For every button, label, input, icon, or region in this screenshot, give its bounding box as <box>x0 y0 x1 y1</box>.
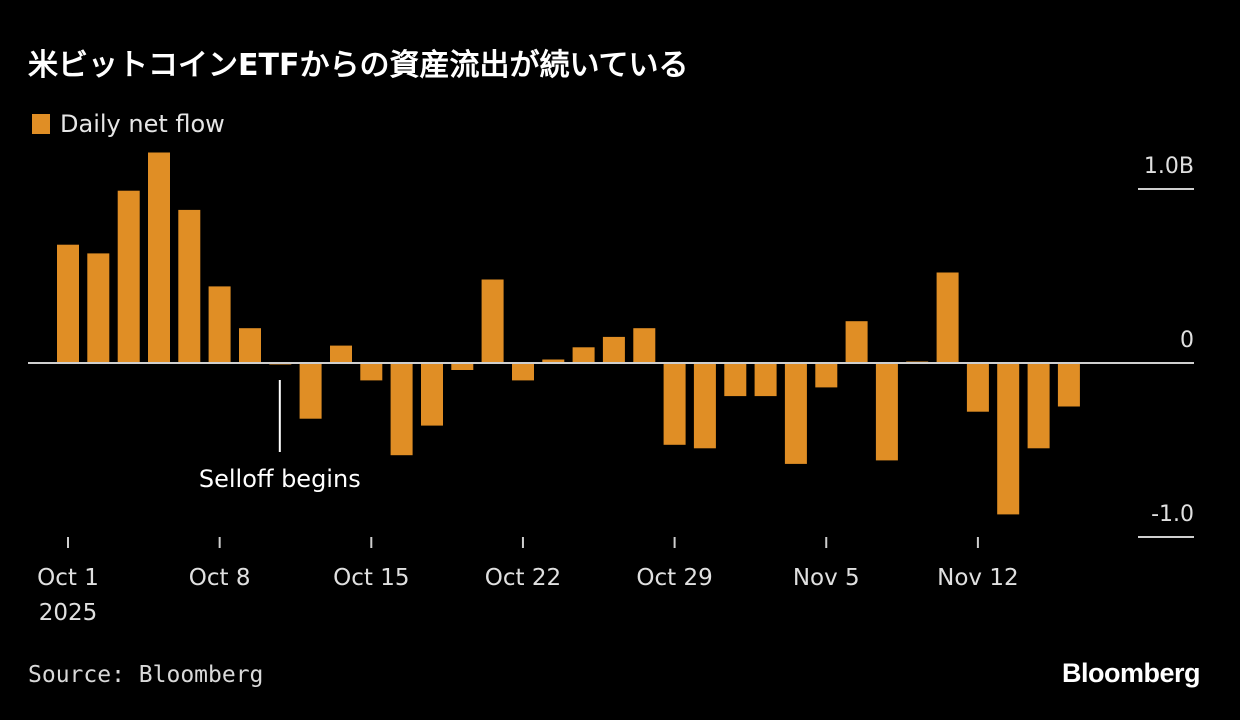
x-tick-label: Nov 5 <box>793 565 860 591</box>
bar-oct-17 <box>421 363 443 426</box>
bar-nov-7 <box>875 363 898 461</box>
x-tick-label: Oct 29 <box>636 565 712 591</box>
bar-oct-8 <box>208 286 231 363</box>
y-tick-label: -1.0 <box>1151 502 1194 527</box>
x-tick-sublabel: 2025 <box>39 600 98 626</box>
x-tick-label: Oct 22 <box>485 565 561 591</box>
bar-nov-4 <box>784 363 807 464</box>
y-tick-label: 1.0B <box>1144 154 1194 179</box>
bar-nov-14 <box>1027 363 1050 449</box>
bar-oct-16 <box>390 363 413 456</box>
bar-oct-9 <box>239 328 261 363</box>
bar-nov-13 <box>997 363 1020 515</box>
bar-nov-17 <box>1057 363 1080 407</box>
legend: Daily net flow <box>32 110 225 138</box>
x-tick-label: Oct 15 <box>333 565 409 591</box>
annotation-label: Selloff begins <box>199 465 361 493</box>
bar-oct-2 <box>87 253 110 363</box>
bar-oct-6 <box>148 152 170 363</box>
bar-oct-13 <box>299 363 322 419</box>
bar-nov-12 <box>966 363 989 412</box>
bar-nov-5 <box>815 363 838 388</box>
x-tick-label: Oct 1 <box>37 565 99 591</box>
source-note: Source: Bloomberg <box>28 662 264 688</box>
bar-oct-29 <box>663 363 686 445</box>
bar-oct-7 <box>178 209 201 363</box>
bar-oct-22 <box>512 363 534 381</box>
bar-nov-3 <box>754 363 777 397</box>
x-tick-label: Nov 12 <box>937 565 1018 591</box>
bar-oct-3 <box>117 190 140 363</box>
bar-oct-24 <box>572 347 595 363</box>
legend-label: Daily net flow <box>60 110 225 138</box>
bar-oct-27 <box>602 336 625 363</box>
y-tick-label: 0 <box>1180 328 1194 353</box>
x-tick-label: Oct 8 <box>189 565 251 591</box>
bar-oct-31 <box>724 363 747 397</box>
bar-nov-6 <box>845 321 868 363</box>
bar-oct-1 <box>57 244 79 363</box>
bar-oct-23 <box>542 359 565 363</box>
bar-oct-30 <box>693 363 716 449</box>
bar-oct-20 <box>451 363 474 370</box>
chart-title: 米ビットコインETFからの資産流出が続いている <box>28 48 689 83</box>
bloomberg-logo: Bloomberg <box>1061 658 1201 688</box>
bar-oct-28 <box>633 328 656 363</box>
legend-swatch <box>32 114 50 134</box>
bar-oct-21 <box>481 279 504 363</box>
bar-oct-14 <box>330 345 352 363</box>
bar-oct-15 <box>360 363 383 381</box>
bar-nov-11 <box>936 272 959 363</box>
